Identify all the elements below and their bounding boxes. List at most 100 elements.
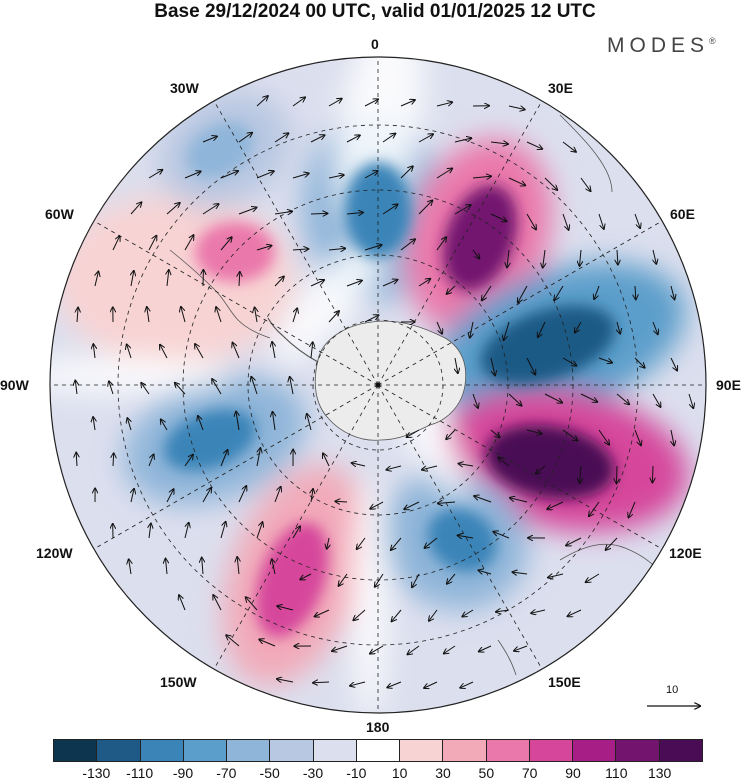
wind-arrow — [75, 381, 77, 395]
wind-arrow — [504, 321, 510, 340]
wind-arrow — [131, 489, 134, 503]
wind-arrow — [472, 176, 491, 178]
lon-label-30w: 30W — [170, 80, 199, 96]
wind-arrow — [357, 537, 366, 549]
wind-arrow — [580, 177, 591, 191]
lon-label-90e: 90E — [716, 377, 741, 393]
lon-label-120e: 120E — [669, 545, 702, 561]
wind-arrow — [160, 345, 168, 359]
lon-label-180: 180 — [366, 719, 390, 735]
colorbar-ticks: -130 -110 -90 -70 -50 -30 -10 10 30 50 70 90 110 130 — [0, 765, 750, 783]
wind-arrow — [328, 99, 342, 107]
colorbar-swatch — [486, 740, 530, 761]
wind-arrow — [147, 307, 149, 323]
wind-arrow — [387, 681, 402, 688]
wind-arrow — [424, 681, 438, 688]
wind-arrow — [446, 429, 456, 439]
wind-arrow — [237, 557, 239, 575]
wind-arrow — [350, 681, 366, 686]
colorbar-swatch — [183, 740, 228, 761]
colorbar-swatch — [443, 740, 487, 761]
wind-arrow — [148, 170, 162, 179]
wind-arrow — [236, 412, 239, 431]
wind-arrow — [255, 308, 257, 323]
wind-arrow — [617, 465, 618, 483]
wind-arrow — [310, 280, 324, 287]
africa-coast — [559, 114, 613, 193]
wind-arrow — [562, 213, 569, 230]
wind-arrow — [438, 502, 456, 503]
wind-arrow — [496, 610, 510, 612]
wind-arrow — [184, 455, 193, 467]
wind-arrow — [238, 133, 252, 143]
wind-arrow — [382, 134, 395, 143]
wind-arrow — [392, 609, 402, 621]
colorbar-swatch — [140, 740, 184, 761]
wind-arrow — [300, 573, 312, 579]
wind-arrow — [370, 645, 384, 654]
anomaly-core-neg-110w — [163, 408, 257, 472]
wind-arrow — [418, 279, 430, 287]
lon-label-0: 0 — [371, 36, 379, 52]
wind-arrow — [307, 414, 312, 431]
wind-arrow — [412, 573, 420, 587]
wind-arrow — [332, 645, 348, 651]
colorbar-tick-label: -110 — [126, 765, 154, 781]
modes-logo: MODES® — [607, 34, 716, 58]
wind-arrow — [652, 393, 661, 407]
neutral-band — [275, 236, 385, 364]
colorbar-swatch — [573, 740, 617, 761]
wind-arrow — [311, 342, 313, 359]
wind-arrow — [566, 537, 582, 546]
wind-arrow — [568, 609, 582, 616]
meridian-line — [377, 384, 663, 550]
wind-arrow — [346, 213, 363, 215]
colorbar-swatch — [529, 740, 574, 761]
wind-arrow — [213, 595, 222, 611]
wind-arrow — [490, 429, 500, 437]
anomaly-field — [50, 57, 706, 713]
meridian-line — [93, 384, 379, 550]
wind-arrow — [175, 383, 186, 395]
wind-arrow — [459, 464, 474, 466]
wind-arrow — [493, 532, 510, 539]
wind-arrow — [616, 393, 629, 404]
colorbar-swatch — [97, 740, 141, 761]
wind-arrow — [382, 204, 398, 215]
wind-arrow — [436, 237, 446, 251]
wind-arrow — [580, 393, 597, 402]
wind-arrow — [179, 595, 186, 611]
wind-arrow — [526, 141, 542, 149]
colorbar-tick-label: -10 — [346, 765, 367, 781]
wind-arrow — [364, 315, 378, 323]
lon-label-60w: 60W — [45, 206, 74, 222]
wind-arrow — [220, 171, 238, 179]
wind-arrow — [408, 645, 420, 654]
wind-arrow — [233, 343, 240, 359]
wind-arrow — [513, 572, 528, 574]
wind-arrow — [462, 609, 474, 617]
wind-arrow — [479, 645, 492, 652]
wind-arrow — [538, 321, 546, 337]
wind-arrow — [543, 249, 545, 268]
anomaly-core-neg-20w — [186, 121, 254, 179]
south-america-coast — [169, 249, 271, 339]
wind-arrow — [508, 393, 522, 406]
colorbar — [53, 739, 703, 762]
colorbar-swatch — [659, 740, 702, 761]
wind-arrow — [364, 99, 378, 107]
wind-arrow — [634, 357, 645, 368]
wind-arrow — [292, 526, 300, 539]
wind-arrow — [531, 610, 546, 613]
wind-arrow — [184, 172, 201, 179]
wind-arrow — [508, 177, 525, 185]
wind-arrow — [635, 285, 636, 299]
colorbar-swatch — [227, 740, 271, 761]
anomaly-core-neg-75e — [480, 305, 616, 385]
colorbar-tick-label: 90 — [565, 765, 581, 781]
wind-arrow — [544, 177, 557, 190]
wind-arrow — [202, 558, 203, 575]
wind-arrow — [400, 166, 413, 179]
colorbar-swatch — [270, 740, 314, 761]
wind-arrow — [202, 204, 219, 215]
